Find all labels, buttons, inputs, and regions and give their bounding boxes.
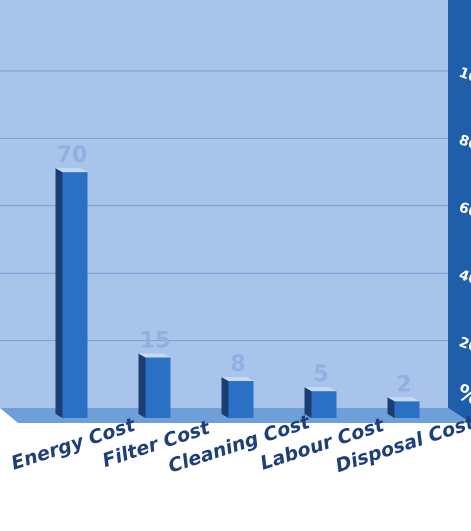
bar-side-face (387, 397, 395, 418)
bar-top-face (387, 397, 420, 402)
data-label: 5 (313, 362, 328, 387)
bar-top-face (221, 377, 254, 382)
bar-top-face (55, 168, 88, 173)
bar-side-face (55, 168, 63, 418)
bars (55, 168, 420, 418)
data-label: 2 (396, 372, 411, 397)
y-tick-label: 80 (457, 132, 471, 154)
bar-top-face (304, 387, 337, 392)
data-label: 15 (140, 328, 171, 353)
bar-front-face (311, 391, 337, 418)
y-tick-label: 40 (457, 267, 471, 289)
chart-side-wall (448, 0, 471, 423)
bar-front-face (62, 172, 88, 418)
bar-front-face (394, 401, 420, 418)
data-label: 70 (57, 143, 88, 168)
y-tick-label: 20 (457, 334, 471, 356)
bar-side-face (138, 353, 146, 418)
data-label: 8 (230, 352, 245, 377)
bar (304, 387, 337, 418)
y-tick-label: 60 (457, 200, 471, 222)
bar (138, 353, 171, 418)
bar-top-face (138, 353, 171, 358)
bar (221, 377, 254, 418)
bar-side-face (304, 387, 312, 418)
bar (55, 168, 88, 418)
bar (387, 397, 420, 418)
bar-front-face (145, 357, 171, 418)
bar-side-face (221, 377, 229, 418)
bar-front-face (228, 381, 254, 418)
